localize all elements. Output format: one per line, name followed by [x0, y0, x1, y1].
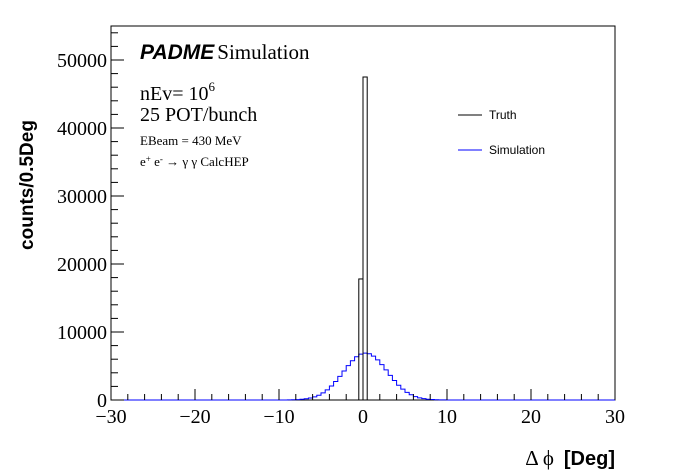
x-axis-label-unit: [Deg] — [564, 448, 615, 470]
y-tick-label: 50000 — [57, 50, 107, 72]
process-plus: + — [145, 154, 151, 164]
axis-tick-labels: −30 −20 −10 0 10 20 30 0 10000 20000 30000 40000 500… — [57, 50, 625, 428]
x-tick-label: 20 — [521, 406, 541, 428]
x-axis-label: Δ ϕ [Deg] — [525, 446, 615, 470]
x-tick-label: −30 — [95, 406, 126, 428]
x-tick-label: −10 — [263, 406, 294, 428]
truth-bin — [358, 278, 364, 401]
x-axis-label-symbol: Δ ϕ — [525, 446, 554, 470]
process-e2: e — [154, 154, 160, 169]
process-e1: e — [140, 154, 146, 169]
truth-bin — [362, 76, 368, 401]
legend-label-truth: Truth — [489, 108, 517, 122]
axis-ticks — [110, 32, 616, 401]
nev-prefix: nEv= 10 — [140, 83, 209, 105]
y-axis-label: counts/0.5Deg — [17, 120, 38, 250]
process-minus: - — [159, 154, 163, 164]
y-tick-label: 10000 — [57, 322, 107, 344]
pot-label: 25 POT/bunch — [140, 104, 258, 126]
histogram-series — [111, 76, 615, 401]
y-tick-label: 20000 — [57, 254, 107, 276]
process-label: e+ e- → γ γ CalcHEP — [140, 152, 249, 169]
x-tick-label: 10 — [437, 406, 457, 428]
legend: Truth Simulation — [458, 108, 545, 157]
x-tick-label: 30 — [605, 406, 625, 428]
simulation-histogram — [111, 352, 615, 401]
y-tick-label: 40000 — [57, 118, 107, 140]
padme-brand: PADME — [140, 41, 215, 64]
y-tick-label: 30000 — [57, 186, 107, 208]
nev-exponent: 6 — [208, 79, 216, 94]
ebeam-label: EBeam = 430 MeV — [140, 133, 242, 148]
padme-brand-suffix: Simulation — [217, 40, 310, 64]
y-tick-label: 0 — [97, 390, 107, 412]
nev-label: nEv= 106 — [140, 76, 215, 105]
process-rest: → γ γ CalcHEP — [166, 154, 249, 169]
x-tick-label: −20 — [179, 406, 210, 428]
padme-title: PADME Simulation — [140, 40, 309, 67]
legend-label-simulation: Simulation — [489, 143, 545, 157]
x-tick-label: 0 — [358, 406, 368, 428]
